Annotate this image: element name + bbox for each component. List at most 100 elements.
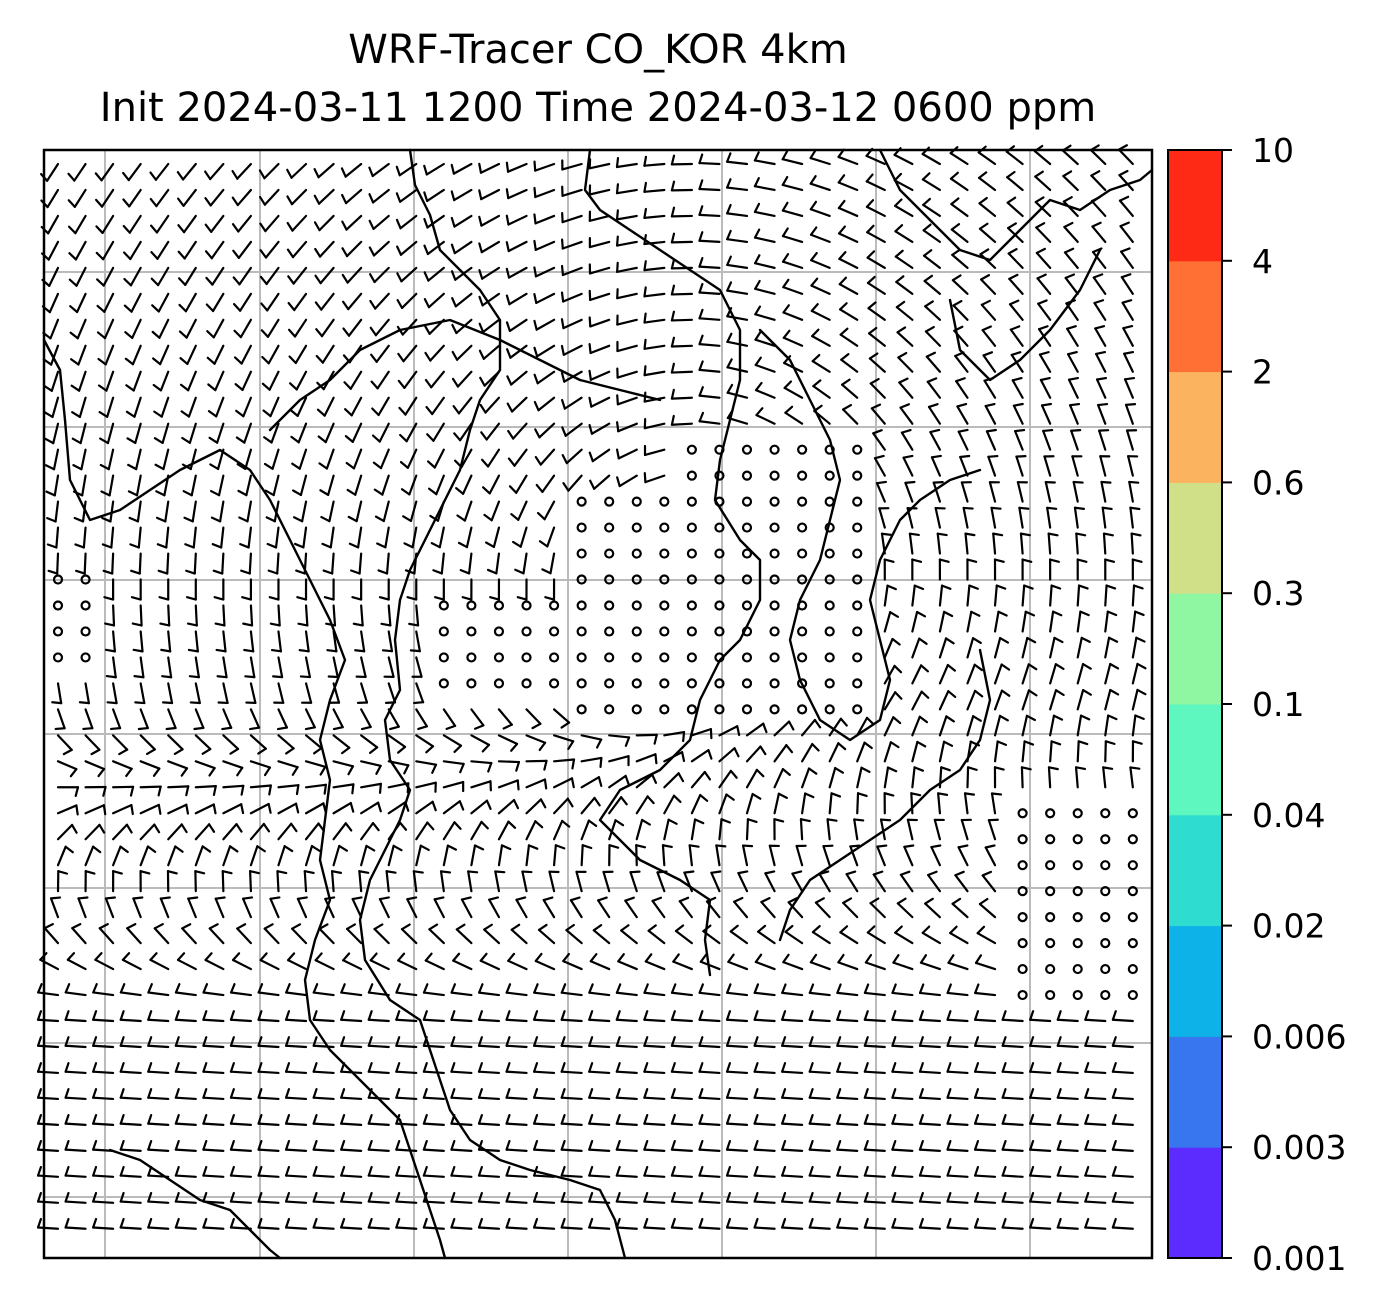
wind-barb — [938, 637, 955, 659]
wind-barb — [608, 755, 630, 767]
wind-barb — [698, 411, 721, 425]
wind-barb — [372, 448, 390, 470]
wind-barb — [423, 162, 445, 176]
wind-barb — [635, 773, 658, 789]
wind-barb — [1015, 455, 1027, 477]
wind-barb — [588, 1217, 611, 1230]
wind-barb — [1049, 689, 1065, 711]
wind-barb — [534, 952, 556, 971]
wind-barb — [229, 1036, 253, 1049]
wind-barb — [422, 1114, 445, 1126]
calm-marker — [631, 626, 642, 637]
wind-barb — [211, 526, 225, 549]
wind-barb — [782, 253, 804, 269]
wind-barb — [461, 578, 473, 601]
calm-marker — [824, 678, 835, 689]
wind-barb — [232, 240, 253, 259]
wind-barb — [533, 186, 556, 199]
wind-barb — [929, 428, 942, 451]
calm-marker — [604, 652, 615, 663]
wind-barb — [643, 391, 666, 403]
wind-barb — [304, 708, 316, 731]
wind-barb — [451, 344, 473, 361]
wind-barb — [290, 422, 308, 444]
wind-barb — [725, 1139, 749, 1152]
wind-barb — [202, 1036, 225, 1049]
wind-barb — [808, 1191, 831, 1204]
calm-marker — [797, 444, 808, 455]
wind-barb — [592, 924, 611, 945]
wind-barb — [477, 1010, 501, 1023]
wind-barb — [231, 162, 253, 180]
wind-barb — [552, 758, 576, 770]
wind-barb — [980, 274, 997, 295]
wind-barb — [726, 229, 749, 244]
wind-barb — [92, 1139, 115, 1152]
wind-barb — [1084, 1191, 1107, 1204]
wind-barb — [643, 338, 666, 350]
wind-barb — [340, 1165, 363, 1178]
wind-barb — [483, 923, 501, 945]
wind-barb — [396, 318, 418, 336]
wind-barb — [367, 1036, 390, 1049]
wind-barb — [1001, 1139, 1024, 1152]
wind-barb — [615, 209, 638, 221]
wind-barb — [656, 870, 668, 893]
wind-barb — [467, 870, 479, 893]
wind-barb — [838, 276, 859, 295]
wind-barb — [836, 1088, 859, 1101]
wind-barb — [470, 780, 492, 792]
wind-barb — [263, 448, 280, 470]
wind-barb — [64, 1088, 87, 1101]
wind-barb — [588, 210, 611, 222]
wind-barb — [288, 370, 308, 391]
wind-barb — [340, 1114, 363, 1126]
wind-barb — [101, 500, 115, 523]
wind-barb — [205, 266, 225, 286]
wind-barb — [96, 318, 115, 340]
wind-barb — [1084, 1114, 1107, 1126]
wind-barb — [588, 422, 611, 435]
wind-barb — [1118, 195, 1134, 218]
wind-barb — [1070, 429, 1082, 451]
wind-barb — [380, 604, 392, 627]
wind-barb — [505, 983, 528, 997]
wind-barb — [1111, 1191, 1134, 1204]
wind-barb — [1084, 1088, 1107, 1101]
wind-barb — [588, 1010, 611, 1023]
wind-barb — [505, 1062, 528, 1075]
wind-barb — [284, 1062, 308, 1075]
wind-barb — [588, 158, 611, 170]
wind-barb — [615, 156, 638, 169]
wind-barb — [580, 756, 603, 769]
wind-barb — [350, 552, 363, 575]
wind-barb — [670, 310, 693, 322]
colorbar-tick-label: 0.3 — [1252, 574, 1304, 613]
wind-barb — [981, 870, 997, 893]
calm-marker — [769, 574, 780, 585]
wind-barb — [486, 552, 501, 575]
wind-barb — [429, 500, 445, 522]
wind-barb — [1118, 169, 1134, 192]
wind-barb — [347, 500, 363, 523]
wind-barb — [177, 188, 197, 207]
wind-barb — [808, 1010, 831, 1023]
wind-barb — [1021, 558, 1033, 581]
wind-barb — [422, 1139, 445, 1152]
wind-barb — [946, 1088, 969, 1101]
wind-barb — [167, 823, 188, 841]
wind-barb — [314, 266, 335, 285]
wind-barb — [538, 526, 556, 548]
calm-marker — [1045, 912, 1056, 923]
wind-barb — [257, 1165, 280, 1178]
wind-barb — [1098, 429, 1110, 451]
wind-barb — [304, 760, 327, 776]
wind-barb — [580, 819, 598, 841]
wind-barb — [745, 768, 765, 789]
wind-barb — [698, 983, 721, 997]
wind-barb — [1021, 636, 1037, 659]
map-background — [44, 150, 1152, 1258]
wind-barb — [809, 149, 831, 166]
wind-barb — [147, 1139, 170, 1152]
wind-barb — [1131, 610, 1145, 633]
